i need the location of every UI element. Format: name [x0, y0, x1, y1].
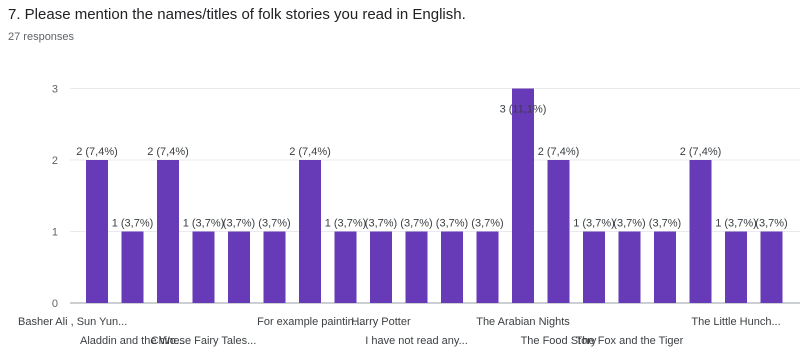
bar	[689, 160, 712, 303]
y-axis-ticks: 0 1 2 3	[52, 84, 58, 311]
bar	[228, 231, 250, 303]
data-label: 1 (3,7%)	[183, 218, 225, 230]
data-label: (3,7%)	[613, 218, 645, 230]
data-label: (3,7%)	[223, 218, 255, 230]
bar	[441, 231, 463, 303]
data-label: (3,7%)	[471, 218, 503, 230]
data-label: (3,7%)	[258, 218, 290, 230]
bar	[512, 88, 534, 303]
data-label: 2 (7,4%)	[289, 146, 331, 158]
bar	[157, 160, 179, 303]
data-label: 2 (7,4%)	[147, 146, 189, 158]
bar	[725, 231, 747, 303]
x-category-label: Aladdin and the Wo...	[80, 335, 185, 347]
data-label: 1 (3,7%)	[715, 218, 757, 230]
data-label: 1 (3,7%)	[573, 218, 615, 230]
bar	[370, 231, 392, 303]
data-label: 2 (7,4%)	[680, 146, 722, 158]
bar	[86, 160, 108, 303]
data-label: 1 (3,7%)	[112, 218, 154, 230]
bar	[618, 231, 641, 303]
x-category-label: The Food Story	[521, 335, 597, 347]
x-category-label: The Little Hunch...	[691, 316, 780, 328]
question-title: 7. Please mention the names/titles of fo…	[8, 6, 466, 23]
data-label: 3 (11,1%)	[500, 104, 547, 116]
x-category-label: Basher Ali , Sun Yun...	[18, 316, 127, 328]
x-category-label: Chinese Fairy Tales...	[151, 335, 257, 347]
data-label: 2 (7,4%)	[538, 146, 580, 158]
x-category-label: Harry Potter	[351, 316, 411, 328]
bar	[299, 160, 321, 303]
x-category-label: I have not read any...	[365, 335, 468, 347]
y-tick-label: 2	[52, 155, 58, 167]
data-label: (3,7%)	[436, 218, 468, 230]
data-label: (3,7%)	[649, 218, 681, 230]
x-category-label: The Fox and the Tiger	[576, 335, 684, 347]
bar	[583, 231, 605, 303]
data-label: 2 (7,4%)	[76, 146, 118, 158]
x-category-label: The Arabian Nights	[476, 316, 570, 328]
bar	[263, 231, 286, 303]
data-labels: 2 (7,4%)1 (3,7%)2 (7,4%)1 (3,7%)(3,7%) (3…	[76, 104, 787, 230]
y-tick-label: 3	[52, 84, 58, 96]
bar	[405, 231, 428, 303]
response-count: 27 responses	[8, 31, 75, 43]
data-label: (3,7%)	[400, 218, 432, 230]
bar	[192, 231, 215, 303]
bar	[547, 160, 570, 303]
bar	[334, 231, 357, 303]
y-tick-label: 1	[52, 227, 58, 239]
bars	[86, 88, 783, 303]
gridlines	[70, 88, 800, 304]
bar	[121, 231, 144, 303]
x-axis-labels: Basher Ali , Sun Yun... Aladdin and the W…	[18, 316, 781, 347]
data-label: (3,7%)	[755, 218, 787, 230]
bar	[654, 231, 676, 303]
y-tick-label: 0	[52, 298, 58, 310]
data-label: 1 (3,7%)	[325, 218, 367, 230]
bar	[760, 231, 783, 303]
data-label: (3,7%)	[365, 218, 397, 230]
x-category-label: For example paintin...	[257, 316, 363, 328]
bar	[476, 231, 499, 303]
